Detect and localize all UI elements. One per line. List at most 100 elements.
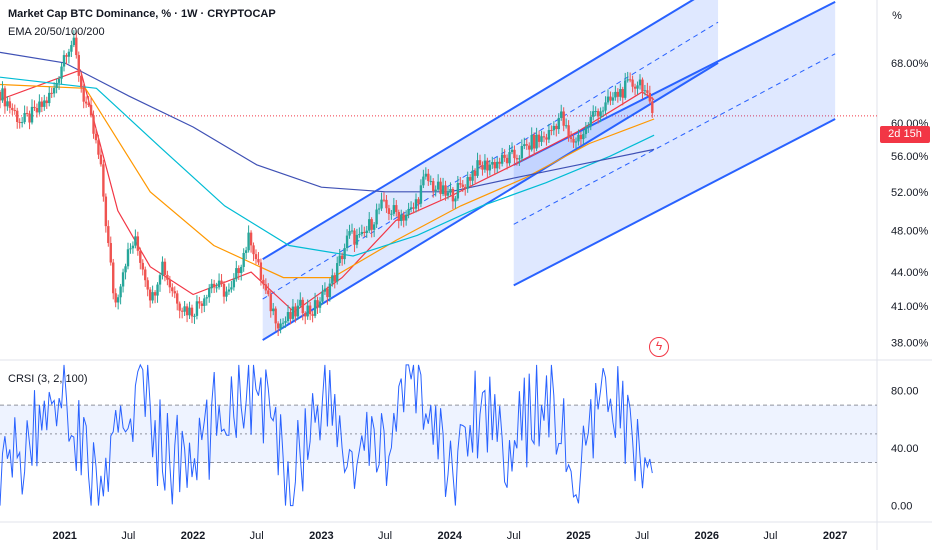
candle-body [158,275,162,285]
price-tick-label: 44.00% [891,267,929,279]
candle-body [404,214,408,221]
candle-body [478,160,482,166]
candle-body [131,245,135,249]
candle-body [139,250,142,263]
candle-body [577,134,580,142]
candle-body [569,137,573,139]
candle-body [215,287,218,289]
candle-body [592,111,595,117]
candle-body [584,127,588,135]
candle-body [621,89,624,98]
candle-body [545,137,548,140]
candle-body [483,160,487,170]
candle-body [97,140,100,155]
candle-body [25,112,29,114]
candle-body [80,75,83,88]
time-tick-label: Jul [635,530,649,542]
candle-body [619,89,622,97]
candle-body [338,255,341,264]
candle-body [422,176,425,186]
candle-body [646,90,649,93]
candle-body [146,280,149,290]
candle-body [331,275,334,284]
price-axis[interactable]: 38.00%41.00%44.00%48.00%52.00%56.00%60.0… [891,58,929,350]
candle-body [466,177,469,189]
candle-body [242,252,245,267]
candle-body [109,243,112,263]
candle-body [121,272,125,287]
candle-body [99,154,103,165]
candle-body [628,79,632,81]
candle-body [227,289,231,292]
ema-line-ema200 [0,51,655,193]
candle-body [468,177,472,181]
candle-body [198,301,201,304]
candle-body [212,283,216,288]
candle-body [372,224,376,230]
candle-body [43,100,46,107]
parallel-channels[interactable] [262,0,836,341]
candle-body [240,266,243,274]
candle-body [112,262,115,294]
candle-body [488,164,492,171]
candle-body [148,289,152,301]
time-tick-label: 2025 [566,530,590,542]
candle-body [104,196,108,227]
candle-body [532,134,536,149]
candle-body [400,214,403,221]
candle-body [48,92,51,104]
candle-body [166,274,169,280]
channel-fill-2 [513,1,836,286]
candle-body [267,290,270,295]
candle-body [530,134,533,150]
candle-body [427,173,430,182]
channel-upper-1 [262,0,695,261]
candle-body [434,189,437,191]
candle-body [8,101,12,108]
time-axis[interactable]: 2021 Jul 2022 Jul 2023 Jul 2024 Jul 2025 Jul 2026 J… [52,530,847,542]
lightning-icon[interactable]: ϟ [649,337,669,357]
candle-body [481,165,484,170]
candle-body [476,160,479,176]
candle-body [572,138,575,143]
candle-body [609,96,612,101]
candle-body [564,125,568,127]
candle-body [328,283,332,298]
candle-body [498,161,501,164]
candle-body [397,212,400,221]
candle-body [459,183,462,185]
candle-body [316,300,319,308]
candle-body [190,307,194,317]
candle-body [449,188,452,193]
crsi-legend[interactable]: CRSI (3, 2, 100) [8,373,88,385]
candle-body [235,268,238,280]
ema-legend[interactable]: EMA 20/50/100/200 [8,26,105,38]
candle-body [129,248,132,250]
candle-body [262,279,265,285]
channel-lower-2 [513,118,836,287]
candle-body [102,164,105,197]
candle-body [67,51,71,57]
candle-body [30,106,34,123]
candle-body [409,207,413,209]
candle-body [217,280,221,288]
candle-body [65,55,68,57]
candle-body [70,45,73,52]
candle-body [286,312,290,322]
candle-body [151,292,154,301]
candle-body [500,154,504,164]
candle-body [222,283,226,297]
time-tick-label: 2022 [181,530,205,542]
candle-body [599,111,602,117]
candle-body [377,208,381,210]
percent-scale-button[interactable]: % [892,10,902,22]
candle-body [473,170,477,176]
candle-body [87,103,90,105]
candle-body [651,101,654,113]
candle-body [116,297,120,303]
candle-body [62,55,66,67]
candle-body [555,125,558,130]
candle-body [13,110,16,112]
